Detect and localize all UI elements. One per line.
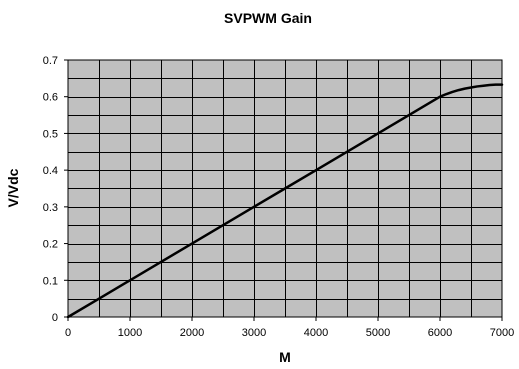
chart-title: SVPWM Gain	[224, 10, 312, 26]
series-group	[66, 83, 504, 319]
y-tick-label: 0	[52, 312, 58, 324]
x-tick-label: 2000	[180, 327, 204, 339]
y-tick-label: 0.1	[43, 275, 58, 287]
x-axis-label: M	[279, 349, 291, 365]
series-line	[66, 83, 504, 319]
x-tick-label: 7000	[490, 327, 514, 339]
y-tick-label: 0.3	[43, 202, 58, 214]
x-axis-ticks: 0 1000 2000 3000 4000 5000 6000 7000	[65, 317, 514, 339]
x-tick-label: 1000	[118, 327, 142, 339]
y-axis-ticks: 0 0.1 0.2 0.3 0.4 0.5 0.6 0.7	[43, 55, 68, 324]
y-tick-label: 0.5	[43, 128, 58, 140]
x-tick-label: 0	[65, 327, 71, 339]
y-tick-label: 0.6	[43, 92, 58, 104]
y-tick-label: 0.4	[43, 165, 58, 177]
y-axis-label: V/Vdc	[5, 168, 21, 207]
x-tick-label: 3000	[242, 327, 266, 339]
x-tick-label: 6000	[428, 327, 452, 339]
y-tick-label: 0.2	[43, 239, 58, 251]
grid	[68, 60, 502, 317]
x-tick-label: 4000	[304, 327, 328, 339]
y-tick-label: 0.7	[43, 55, 58, 67]
x-tick-label: 5000	[366, 327, 390, 339]
